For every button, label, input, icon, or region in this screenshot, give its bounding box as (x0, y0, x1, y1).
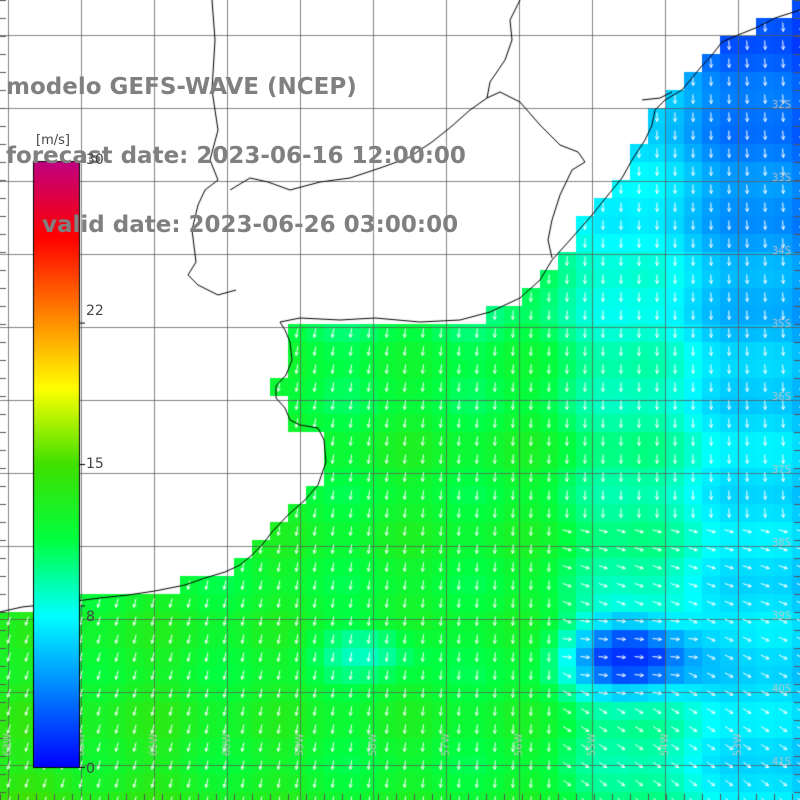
model-name: modelo GEFS-WAVE (NCEP) (6, 74, 357, 100)
colorbar-label-30: 30 (86, 152, 104, 168)
map-title: modelo GEFS-WAVE (NCEP) forecast date: 2… (6, 30, 466, 260)
forecast-date: forecast date: 2023-06-16 12:00:00 (6, 143, 466, 169)
colorbar-label-22: 22 (86, 303, 104, 319)
colorbar-label-0: 0 (86, 761, 95, 777)
colorbar-label-8: 8 (86, 609, 95, 625)
valid-date: valid date: 2023-06-26 03:00:00 (42, 212, 459, 238)
colorbar-label-15: 15 (86, 456, 104, 472)
colorbar-unit: [m/s] (36, 133, 70, 148)
